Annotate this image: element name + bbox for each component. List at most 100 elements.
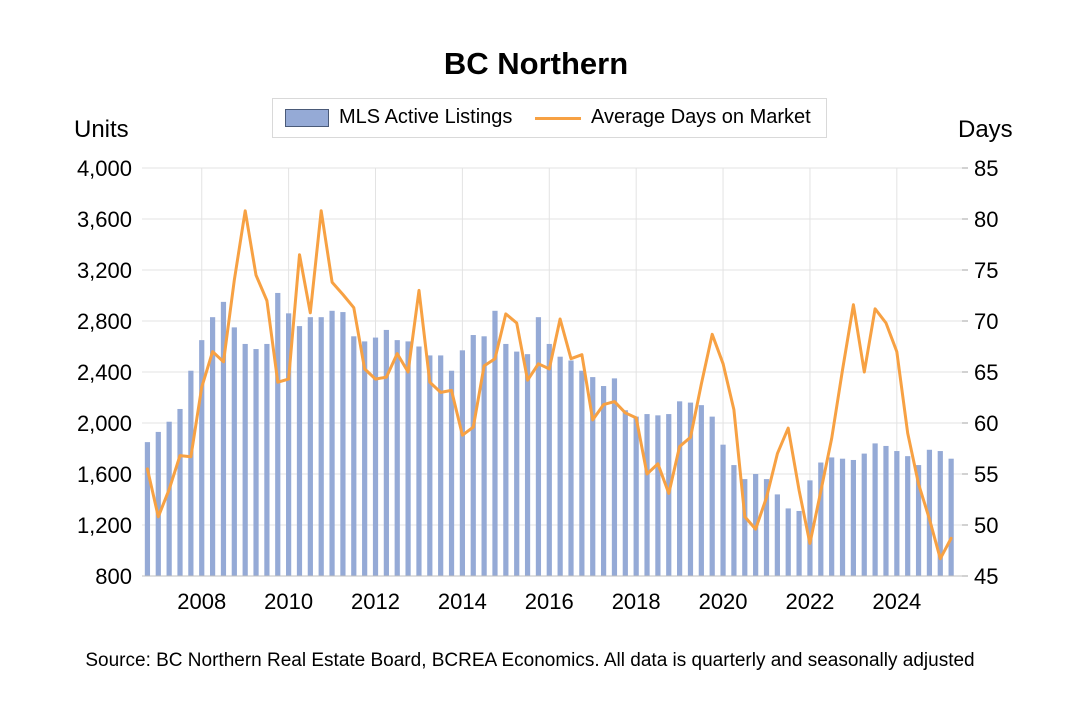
listings-bar	[698, 405, 704, 576]
listings-bar	[720, 444, 726, 576]
axes: 800 45 1,200 50 1,600 55 2,000 60 2,400 65 2,800 70…	[77, 156, 999, 614]
listings-bar	[839, 458, 846, 576]
left-axis-unit: Units	[74, 116, 129, 143]
listings-bar	[481, 336, 487, 576]
days-on-market-line	[145, 209, 953, 561]
listings-bar	[209, 317, 216, 576]
listings-bar	[915, 465, 922, 576]
listings-bar	[231, 327, 237, 576]
listings-bar	[829, 457, 835, 576]
listings-bar	[731, 465, 737, 576]
listings-bar	[318, 317, 324, 576]
listings-bar	[253, 349, 259, 576]
listings-bar	[687, 402, 694, 576]
legend-listings-label: MLS Active Listings	[339, 106, 513, 128]
listings-bar	[774, 494, 780, 576]
listings-bar	[677, 401, 683, 576]
right-tick-label: 70	[974, 309, 998, 334]
listings-bar	[383, 329, 389, 576]
source-note: Source: BC Northern Real Estate Board, B…	[85, 650, 975, 671]
chart-legend: MLS Active Listings Average Days on Mark…	[272, 98, 827, 138]
chart-title: BC Northern	[443, 46, 629, 81]
listings-bar	[372, 337, 379, 576]
listings-bar	[611, 378, 618, 576]
right-tick-label: 65	[974, 360, 998, 385]
listings-bar	[872, 443, 878, 576]
x-tick-label: 2014	[438, 589, 487, 614]
right-tick-label: 55	[974, 462, 998, 487]
listings-bar	[796, 510, 802, 576]
listings-bars	[144, 292, 954, 576]
listings-bar	[546, 343, 552, 576]
left-tick-label: 1,600	[77, 462, 132, 487]
listings-bar	[644, 414, 650, 576]
listings-bar	[894, 451, 900, 576]
legend-bar-swatch	[285, 109, 329, 127]
listings-bar	[666, 414, 672, 576]
listings-bar	[600, 386, 607, 576]
listings-bar	[579, 370, 585, 576]
listings-bar	[448, 370, 455, 576]
listings-bar	[351, 336, 357, 576]
left-tick-label: 2,000	[77, 411, 132, 436]
x-tick-label: 2022	[785, 589, 834, 614]
listings-bar	[655, 415, 661, 576]
left-tick-label: 800	[95, 564, 132, 589]
right-tick-label: 85	[974, 156, 998, 181]
listings-bar	[166, 421, 172, 576]
right-axis-unit: Days	[958, 116, 1013, 143]
listings-bar	[275, 292, 281, 576]
listings-bar	[948, 458, 954, 576]
listings-bar	[220, 301, 227, 576]
listings-bar	[590, 377, 596, 576]
listings-bar	[155, 431, 161, 576]
x-tick-label: 2008	[177, 589, 226, 614]
listings-bar	[742, 479, 748, 576]
listings-bar	[340, 312, 346, 576]
listings-bar	[188, 370, 194, 576]
listings-bar	[242, 343, 248, 576]
listings-bar	[199, 340, 205, 576]
days-line	[145, 209, 953, 561]
listings-bar	[427, 355, 433, 576]
listings-bar	[905, 456, 911, 576]
right-tick-label: 50	[974, 513, 998, 538]
listings-bar	[514, 351, 520, 576]
listings-bar	[763, 479, 770, 576]
right-tick-label: 80	[974, 207, 998, 232]
left-tick-label: 2,800	[77, 309, 132, 334]
left-tick-label: 3,200	[77, 258, 132, 283]
listings-bar	[264, 343, 270, 576]
listings-bar	[622, 410, 628, 576]
listings-bar	[937, 451, 943, 576]
listings-bar	[459, 350, 466, 576]
right-tick-label: 45	[974, 564, 998, 589]
listings-bar	[416, 346, 422, 576]
left-tick-label: 1,200	[77, 513, 132, 538]
x-tick-label: 2012	[351, 589, 400, 614]
x-tick-label: 2016	[525, 589, 574, 614]
listings-bar	[883, 445, 889, 576]
legend-dom-label: Average Days on Market	[591, 106, 811, 128]
listings-bar	[394, 340, 400, 576]
listings-bar	[633, 416, 639, 576]
listings-bar	[177, 408, 183, 576]
left-tick-label: 4,000	[77, 156, 132, 181]
listings-bar	[470, 335, 476, 576]
listings-bar	[926, 449, 933, 576]
listings-bar	[785, 508, 791, 576]
legend-line-swatch	[535, 117, 581, 120]
left-tick-label: 3,600	[77, 207, 132, 232]
listings-bar	[524, 354, 531, 576]
x-tick-label: 2018	[612, 589, 661, 614]
left-tick-label: 2,400	[77, 360, 132, 385]
listings-bar	[503, 343, 509, 576]
listings-bar	[438, 355, 444, 576]
listings-bar	[807, 480, 813, 576]
listings-bar	[818, 462, 824, 576]
listings-bar	[405, 341, 411, 576]
listings-bar	[861, 453, 867, 576]
listings-bar	[144, 442, 151, 576]
listings-bar	[568, 360, 574, 576]
